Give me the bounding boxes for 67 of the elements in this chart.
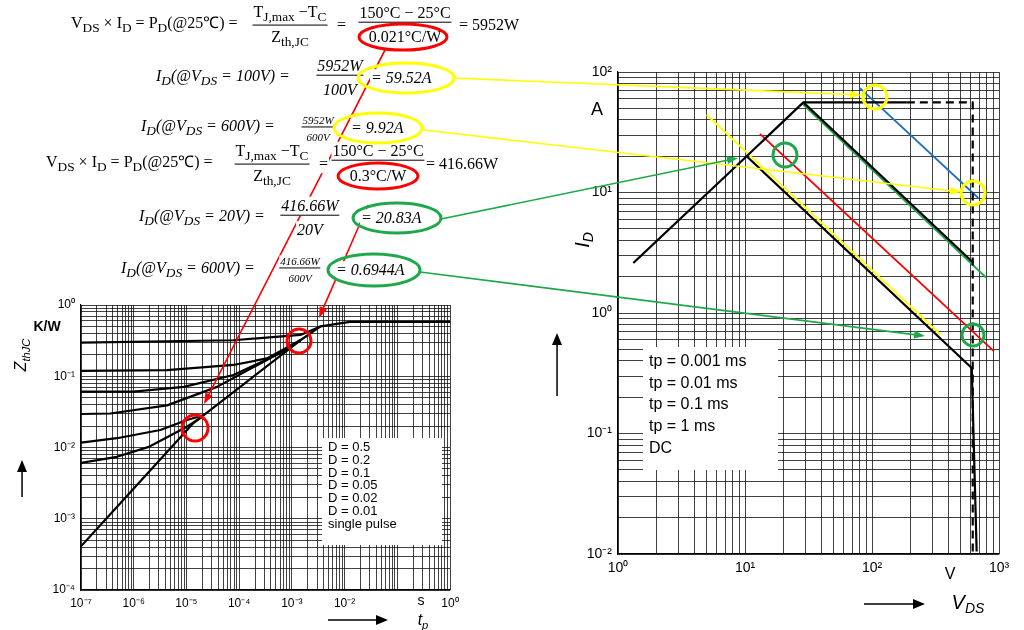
y-tick-label: 10¹ (591, 183, 613, 200)
text: 5952W (301, 114, 335, 128)
text: = 20.83A (360, 209, 423, 227)
text: = 9.92A (350, 119, 405, 137)
annotation: D = 0.5 (328, 439, 372, 454)
y-axis-title: ID (570, 232, 596, 248)
text: = 59.52A (370, 69, 433, 87)
x-tick-label: 10⁰ (441, 595, 459, 610)
x-tick-label: 10⁻⁶ (122, 595, 145, 610)
x-tick-label: 10⁻⁴ (227, 595, 251, 610)
text: 416.66W (280, 196, 340, 216)
annotation: D = 0.2 (328, 451, 372, 467)
x-tick-label: 10⁻⁵ (175, 595, 198, 610)
text: Z$_{th,JC}$ (252, 167, 292, 189)
x-tick-label: 10¹ (734, 559, 756, 576)
x-tick-label: 10² (861, 559, 883, 576)
text: 150°C − 25°C (331, 141, 425, 161)
text: 600V (287, 271, 313, 285)
y-axis-title: ZthJC (12, 337, 32, 373)
annotation: D = 0.1 (328, 464, 372, 480)
x-tick-label: 10⁻³ (281, 595, 303, 610)
annotation: DC (649, 437, 674, 458)
text: T$_{J,max}$ −T$_{C}$ (234, 141, 310, 165)
y-tick-label: 10⁻⁴ (52, 582, 75, 597)
y-tick-label: 10⁰ (57, 297, 75, 312)
y-tick-label: 10⁻² (53, 439, 75, 454)
text: 100V (322, 81, 358, 99)
text: I$_{D}$(@V$_{DS}$ = 600V) = (120, 259, 256, 281)
y-tick-label: 10⁻¹ (53, 368, 75, 383)
text: V$_{DS}$ × I$_{D}$ = P$_{D}$(@25℃) = (70, 14, 239, 36)
annotation: tp = 0.1 ms (649, 394, 730, 415)
text: 20V (296, 221, 324, 239)
text: s (417, 591, 425, 608)
text: 0.3°C/W (348, 167, 408, 185)
text: = (318, 155, 330, 173)
text: K/W (33, 317, 62, 334)
y-tick-label: 10⁰ (591, 303, 612, 320)
annotation: tp = 1 ms (649, 416, 717, 437)
x-tick-label: 10⁻⁷ (70, 595, 92, 610)
text: 150°C − 25°C (358, 3, 452, 23)
y-tick-label: 10⁻² (586, 544, 613, 561)
y-tick-label: 10⁻¹ (586, 424, 613, 441)
text: 600V (305, 130, 331, 144)
text: 0.021°C/W (367, 28, 443, 46)
text: = 5952W (458, 16, 521, 34)
annotation: D = 0.05 (328, 477, 379, 493)
y-tick-label: 10⁻³ (53, 511, 75, 526)
annotation: tp = 0.001 ms (649, 351, 748, 371)
text: T$_{J,max}$ −T$_{C}$ (252, 2, 328, 26)
text: 5952W (316, 56, 364, 76)
text: I$_{D}$(@V$_{DS}$ = 600V) = (140, 117, 276, 139)
x-tick-label: 10⁻² (333, 595, 356, 610)
x-tick-label: 10⁰ (607, 559, 629, 576)
text: V (944, 565, 956, 583)
text: = (336, 16, 348, 34)
y-tick-label: 10² (591, 62, 613, 79)
text: V$_{DS}$ × I$_{D}$ = P$_{D}$(@25℃) = (45, 153, 214, 175)
text: I$_{D}$(@V$_{DS}$ = 100V) = (155, 67, 291, 89)
text: 416.66W (279, 255, 321, 269)
annotation: tp = 0.01 ms (649, 372, 739, 393)
text: A (591, 98, 604, 119)
text: Z$_{th,JC}$ (270, 28, 310, 50)
x-tick-label: 10³ (988, 559, 1010, 576)
text: = 0.6944A (335, 261, 406, 279)
text: I$_{D}$(@V$_{DS}$ = 20V) = (138, 207, 266, 229)
text: = 416.66W (425, 155, 500, 173)
annotation: single pulse (328, 515, 398, 531)
